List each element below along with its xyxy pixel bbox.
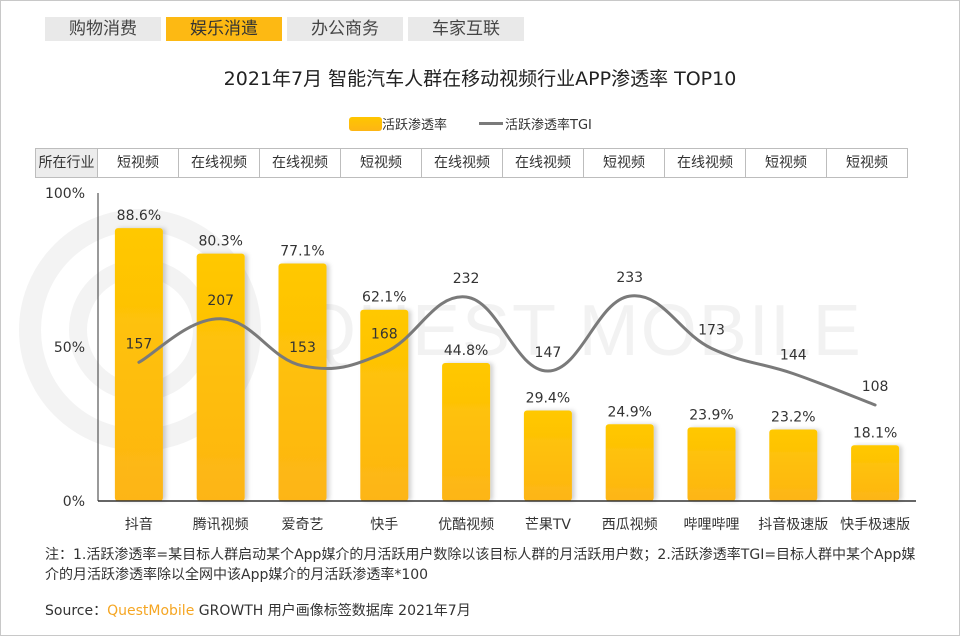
bar-value-label: 18.1% xyxy=(853,425,897,441)
legend-line-label: 活跃渗透率TGI xyxy=(505,118,592,133)
industry-cell: 在线视频 xyxy=(259,149,340,177)
bar xyxy=(114,228,163,501)
x-tick-label: 抖音 xyxy=(125,516,153,533)
tgi-value-label: 157 xyxy=(126,336,153,352)
bar-value-label: 24.9% xyxy=(607,404,651,420)
industry-cell: 短视频 xyxy=(826,149,907,177)
bar xyxy=(442,363,491,501)
industry-cell: 短视频 xyxy=(340,149,421,177)
tgi-line xyxy=(137,294,877,407)
chart-title: 2021年7月 智能汽车人群在移动视频行业APP渗透率 TOP10 xyxy=(223,68,737,90)
tgi-value-label: 144 xyxy=(780,348,807,364)
x-tick-label: 抖音极速版 xyxy=(758,516,828,533)
bar-value-label: 29.4% xyxy=(526,390,570,406)
industry-row: 所在行业 短视频 在线视频 在线视频 短视频 在线视频 在线视频 短视频 在线视… xyxy=(35,148,908,178)
bar-value-label: 23.2% xyxy=(771,410,815,426)
tgi-value-label: 168 xyxy=(371,327,398,343)
x-tick-label: 芒果TV xyxy=(525,517,572,533)
x-tick-label: 快手 xyxy=(370,517,398,533)
legend-line-swatch xyxy=(479,122,504,125)
tgi-value-label: 147 xyxy=(535,345,562,361)
legend-bar-swatch xyxy=(349,116,382,131)
tab-office[interactable]: 办公商务 xyxy=(287,17,403,41)
bar-value-label: 23.9% xyxy=(689,407,733,423)
industry-cell: 短视频 xyxy=(583,149,664,177)
bar-value-label: 77.1% xyxy=(280,244,324,260)
industry-cell: 短视频 xyxy=(97,149,178,177)
bar-value-label: 62.1% xyxy=(362,290,406,306)
bar xyxy=(769,429,818,501)
x-tick-label: 优酷视频 xyxy=(438,517,494,533)
x-tick-label: 西瓜视频 xyxy=(602,517,658,533)
source-prefix: Source： xyxy=(45,603,108,619)
bar xyxy=(605,424,654,501)
bar-value-label: 88.6% xyxy=(117,208,161,224)
industry-header: 所在行业 xyxy=(36,149,97,177)
x-tick-label: 哔哩哔哩 xyxy=(684,517,740,533)
tab-shopping[interactable]: 购物消费 xyxy=(45,17,161,41)
bar-value-label: 44.8% xyxy=(444,343,488,359)
tgi-value-label: 233 xyxy=(616,270,643,286)
bar xyxy=(523,410,572,501)
industry-cell: 在线视频 xyxy=(178,149,259,177)
y-tick-label: 50% xyxy=(54,340,85,356)
tgi-value-label: 173 xyxy=(698,322,725,338)
x-tick-label: 腾讯视频 xyxy=(193,516,249,533)
tgi-value-label: 232 xyxy=(453,271,480,287)
tab-car-home[interactable]: 车家互联 xyxy=(408,17,524,41)
bar-value-label: 80.3% xyxy=(198,234,242,250)
tgi-value-label: 153 xyxy=(289,340,316,356)
category-tabs: 购物消费 娱乐消遣 办公商务 车家互联 xyxy=(45,17,524,41)
industry-cell: 在线视频 xyxy=(421,149,502,177)
y-tick-label: 0% xyxy=(63,494,85,510)
bar xyxy=(278,263,327,501)
industry-cell: 在线视频 xyxy=(664,149,745,177)
source-suffix: GROWTH 用户画像标签数据库 2021年7月 xyxy=(194,603,471,619)
x-tick-label: 爱奇艺 xyxy=(282,516,324,533)
tab-entertainment[interactable]: 娱乐消遣 xyxy=(166,17,282,41)
industry-cell: 短视频 xyxy=(745,149,826,177)
tgi-value-label: 207 xyxy=(207,293,234,309)
chart-legend: 活跃渗透率 活跃渗透率TGI xyxy=(349,114,592,133)
legend-bar-label: 活跃渗透率 xyxy=(382,118,448,133)
source-line: Source：QuestMobile GROWTH 用户画像标签数据库 2021… xyxy=(45,600,471,620)
footnote: 注：1.活跃渗透率=某目标人群启动某个App媒介的月活跃用户数除以该目标人群的月… xyxy=(45,547,916,583)
bar xyxy=(687,427,736,501)
y-tick-label: 100% xyxy=(45,186,85,202)
bar xyxy=(851,445,900,501)
bar xyxy=(196,253,245,501)
source-brand: QuestMobile xyxy=(107,603,195,619)
tgi-value-label: 108 xyxy=(862,379,889,395)
x-tick-label: 快手极速版 xyxy=(840,517,910,533)
industry-cell: 在线视频 xyxy=(502,149,583,177)
